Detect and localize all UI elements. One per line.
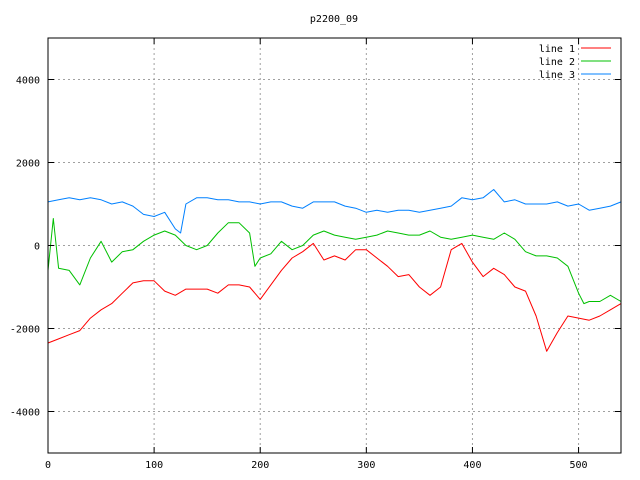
series-line-1 bbox=[47, 242, 622, 352]
x-tick-label: 400 bbox=[463, 460, 481, 471]
y-tick-label: -4000 bbox=[10, 408, 40, 419]
x-tick-label: 300 bbox=[357, 460, 375, 471]
grid bbox=[48, 38, 621, 453]
y-tick-label: 0 bbox=[34, 242, 40, 253]
x-tick-label: 200 bbox=[251, 460, 269, 471]
legend-label-3: line 3 bbox=[539, 70, 575, 81]
legend-label-2: line 2 bbox=[539, 57, 575, 68]
y-tick-label: -2000 bbox=[10, 325, 40, 336]
series-line-3 bbox=[47, 189, 622, 234]
y-tick-label: 4000 bbox=[16, 76, 40, 87]
y-tick-label: 2000 bbox=[16, 159, 40, 170]
x-tick-label: 500 bbox=[570, 460, 588, 471]
chart-title: p2200_09 bbox=[310, 14, 358, 25]
series-line-2 bbox=[47, 218, 622, 305]
legend-label-1: line 1 bbox=[539, 44, 575, 55]
x-tick-label: 0 bbox=[45, 460, 51, 471]
x-tick-label: 100 bbox=[145, 460, 163, 471]
axis-ticks: 0 100 200 300 400 500 -4000 -2000 0 2000 4000 bbox=[10, 38, 621, 471]
series-layer bbox=[47, 189, 622, 352]
legend: line 1 line 2 line 3 bbox=[539, 44, 611, 81]
